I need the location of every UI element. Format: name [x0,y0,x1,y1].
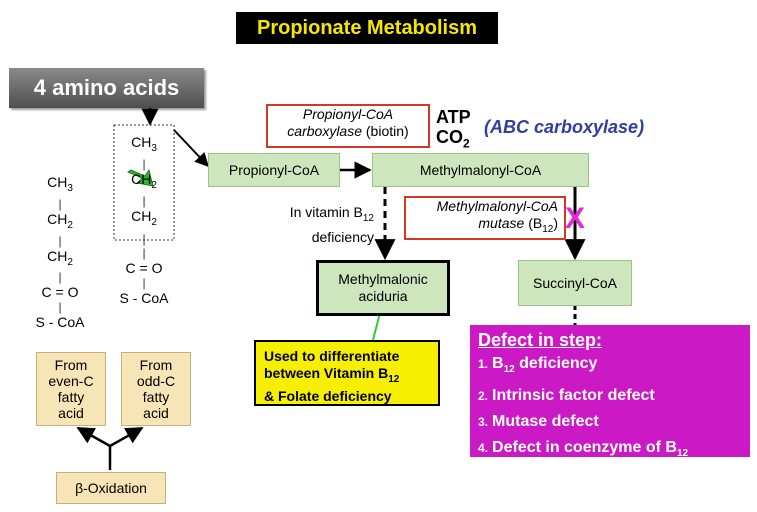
defect-item: 2. Intrinsic factor defect [478,387,655,405]
defect-item: 1. B12 deficiency [478,355,598,376]
propionyl-coa-box: Propionyl-CoA [208,153,340,187]
chain-atom: CH2 [47,210,73,231]
defect-item: 4. Defect in coenzyme of B12 [478,439,689,460]
even-chain: CH3 | CH2 | CH2 | C = O | S - CoA [30,172,90,332]
y-left-arrow [76,426,111,448]
chain-atom: CH2 [47,247,73,268]
beta-oxidation-box: β-Oxidation [56,472,166,504]
methylmalonyl-coa-box: Methylmalonyl-CoA [372,153,589,187]
defect-item: 3. Mutase defect [478,413,599,431]
chain-atom: CH3 [131,134,157,154]
chain-atom: CH3 [47,174,73,194]
chain-atom: CH2 [131,170,157,191]
abc-carboxylase-label: (ABC carboxylase) [484,117,645,137]
chain-atom: CH2 [131,207,157,228]
atp-label: ATP [436,107,471,127]
defect-heading: Defect in step: [478,330,603,350]
b12-deficiency-note: In vitamin B12 deficiency [289,204,374,245]
chain-atom: S - CoA [119,290,169,307]
mma-note-line [372,312,381,341]
chain-atom: S - CoA [35,314,85,331]
defect-steps-box: Defect in step: 1. B12 deficiency 2. Intri… [470,325,750,459]
page-title: Propionate Metabolism [236,12,498,44]
succinyl-coa-box: Succinyl-CoA [518,260,632,306]
co2-label: CO2 [436,127,470,151]
odd-to-propionyl-arrow [173,129,209,168]
methylmalonic-aciduria-box: Methylmalonic aciduria [316,260,450,316]
odd-chain: CH3 | CH2 | CH2 | | C = O | S - CoA [114,132,174,308]
even-c-source-box: From even-C fatty acid [36,352,106,426]
mutase-enzyme-box: Methylmalonyl-CoA mutase (B12) [404,196,566,240]
odd-c-source-box: From odd-C fatty acid [121,352,191,426]
carboxylase-enzyme-box: Propionyl-CoA carboxylase (biotin) [266,104,430,148]
y-right-arrow [109,426,144,448]
green-pointer-icon [127,169,154,187]
block-x-mark: X [565,202,586,235]
chain-atom: C = O [41,284,79,301]
differentiate-note: Used to differentiate between Vitamin B1… [254,340,440,406]
chain-atom: C = O [125,260,163,277]
amino-acids-box: 4 amino acids [9,68,204,108]
